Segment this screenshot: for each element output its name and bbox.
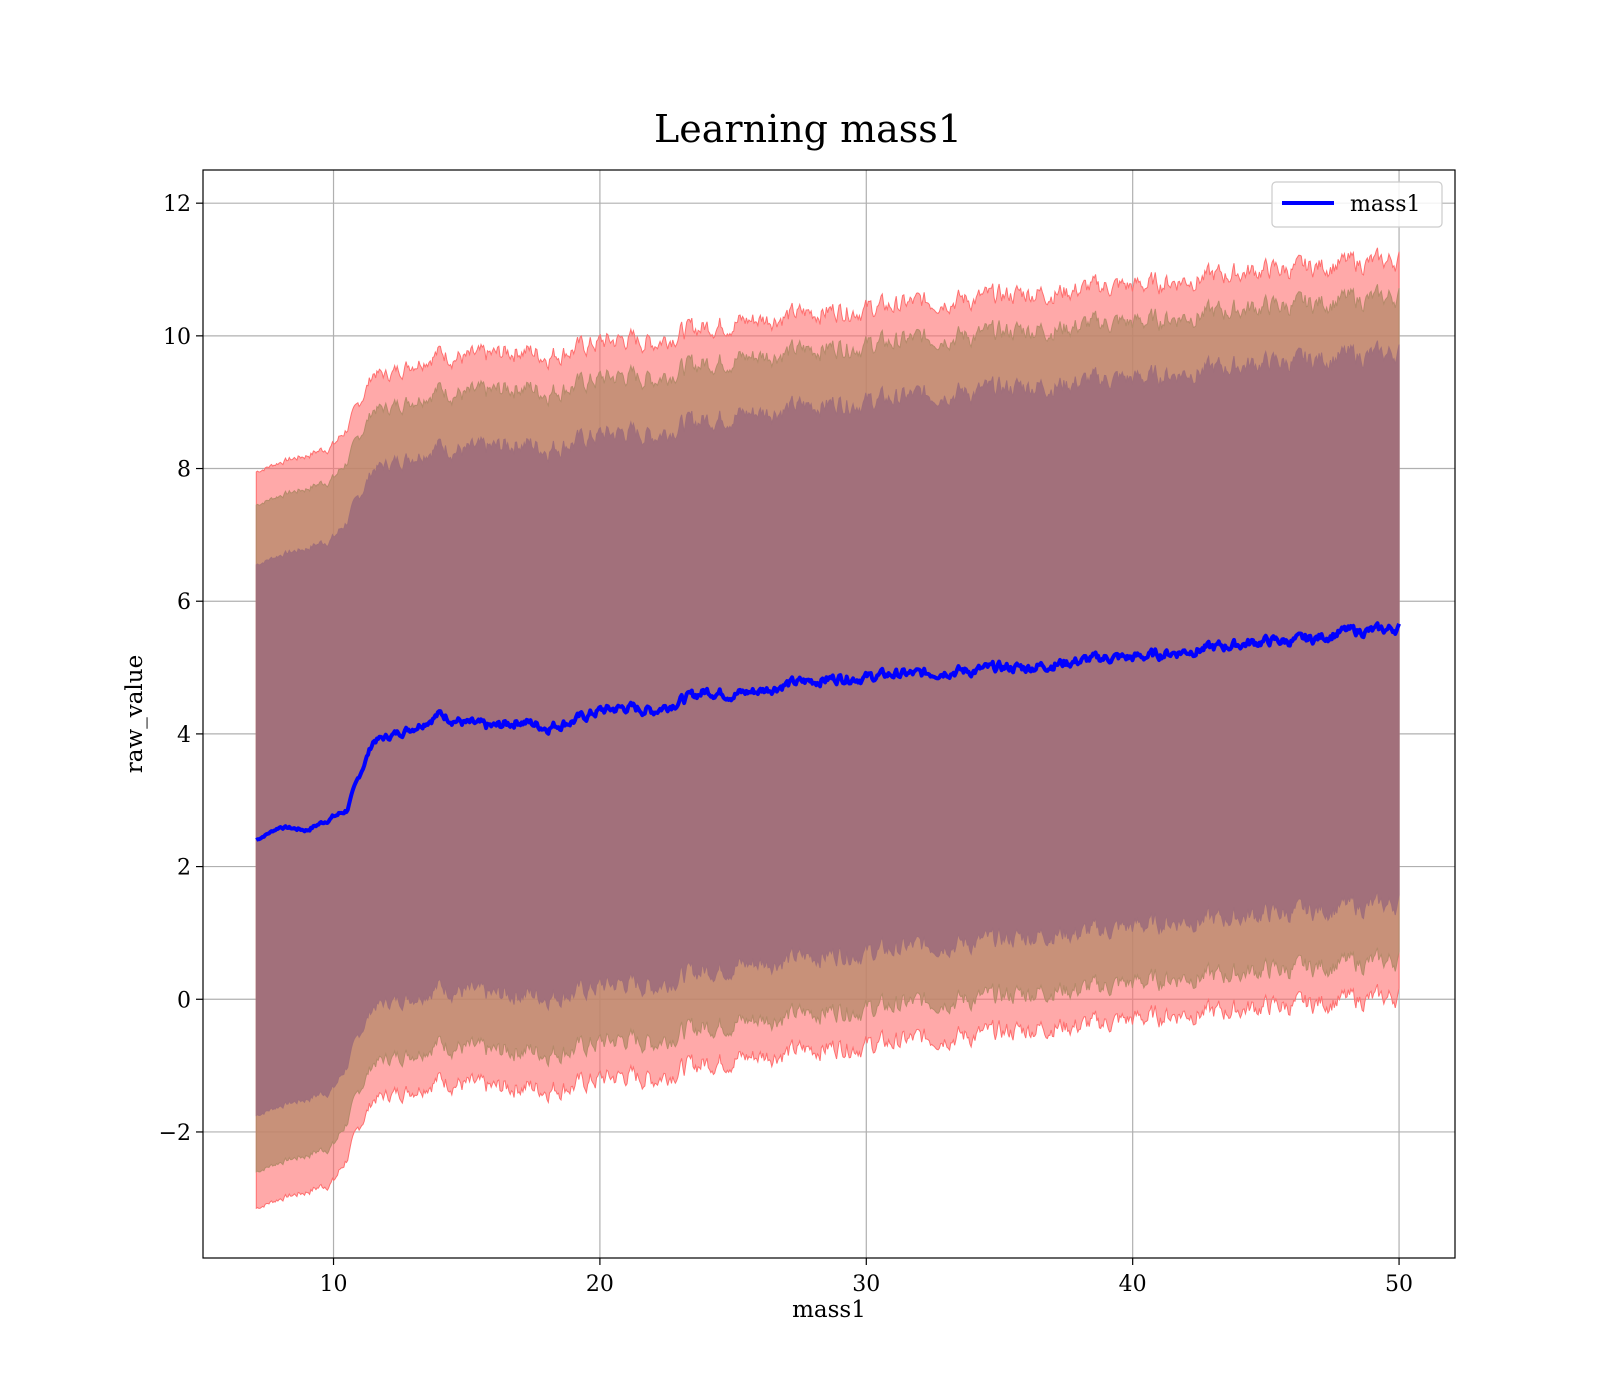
- x-axis-label: mass1: [792, 1297, 866, 1323]
- line-layer: [255, 621, 1401, 842]
- tick-layer: 10 20 30 40 50 −2 0 2 4 6 8 10 12: [159, 192, 1413, 1297]
- band-inner: [255, 340, 1400, 1117]
- y-tick-label-6: 10: [163, 325, 191, 350]
- x-tick-label-2: 30: [852, 1272, 880, 1297]
- y-tick-label-3: 4: [177, 723, 191, 748]
- band-layer: [255, 247, 1400, 1210]
- x-tick-label-0: 10: [320, 1272, 348, 1297]
- series-line-mass1: [255, 621, 1401, 842]
- chart-title: Learning mass1: [654, 107, 962, 151]
- y-tick-label-2: 2: [177, 856, 191, 881]
- y-tick-label-1: 0: [177, 988, 191, 1013]
- x-tick-label-3: 40: [1119, 1272, 1147, 1297]
- legend: mass1: [1271, 181, 1443, 228]
- legend-box: [1271, 181, 1443, 228]
- y-tick-label-7: 12: [163, 192, 191, 217]
- y-tick-label-5: 8: [177, 458, 191, 483]
- y-axis-label: raw_value: [122, 655, 148, 773]
- plot-frame: [202, 169, 1456, 1259]
- legend-label-mass1: mass1: [1350, 192, 1421, 217]
- y-tick-label-4: 6: [177, 590, 191, 615]
- y-tick-label-0: −2: [159, 1121, 191, 1146]
- x-tick-label-4: 50: [1385, 1272, 1413, 1297]
- x-tick-label-1: 20: [586, 1272, 614, 1297]
